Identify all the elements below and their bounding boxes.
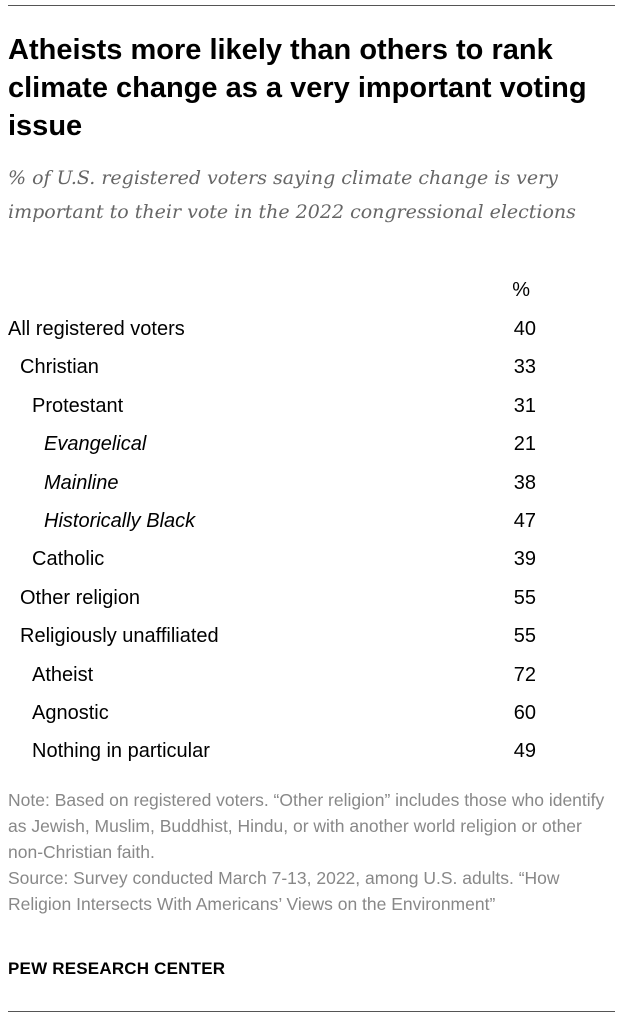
- row-label: Historically Black: [44, 510, 196, 532]
- row-label: Catholic: [32, 548, 105, 571]
- row-value: 55: [513, 586, 536, 609]
- row-value: 60: [513, 702, 536, 724]
- row-label: Religiously unaffiliated: [20, 625, 219, 648]
- row-value: 40: [513, 318, 536, 340]
- table-row: Historically Black 47: [0, 509, 620, 541]
- notes: Note: Based on registered voters. “Other…: [8, 787, 615, 917]
- row-label: Protestant: [32, 394, 124, 417]
- row-label: Christian: [20, 356, 99, 379]
- row-value: 39: [513, 548, 536, 571]
- table-row: Agnostic 60: [0, 701, 620, 733]
- table-row: Mainline 38: [0, 471, 620, 503]
- row-value: 47: [513, 510, 536, 532]
- column-header-percent: %: [512, 279, 530, 301]
- row-label: Other religion: [20, 586, 141, 609]
- table-row: Religiously unaffiliated 55: [0, 624, 620, 656]
- row-value: 49: [513, 740, 536, 763]
- row-value: 33: [513, 356, 536, 379]
- brand-logo-text: PEW RESEARCH CENTER: [8, 959, 226, 978]
- row-label: Evangelical: [44, 433, 147, 456]
- note-text: Note: Based on registered voters. “Other…: [8, 790, 605, 862]
- row-value: 31: [513, 394, 536, 417]
- row-value: 21: [513, 433, 536, 456]
- row-label: Agnostic: [32, 702, 109, 724]
- row-value: 38: [513, 471, 536, 494]
- row-label: Atheist: [32, 663, 94, 686]
- table-row: Evangelical 21: [0, 432, 620, 464]
- table-row: Other religion 55: [0, 586, 620, 618]
- top-rule: [8, 5, 615, 6]
- row-value: 55: [513, 625, 536, 648]
- table-row: All registered voters 40: [0, 317, 620, 349]
- row-label: Nothing in particular: [32, 740, 210, 763]
- chart-title: Atheists more likely than others to rank…: [8, 34, 587, 142]
- table-row: Catholic 39: [0, 547, 620, 579]
- row-label: All registered voters: [8, 318, 185, 340]
- row-value: 72: [513, 663, 536, 686]
- bottom-rule: [8, 1011, 615, 1012]
- row-label: Mainline: [44, 471, 119, 494]
- source-text: Source: Survey conducted March 7-13, 202…: [8, 868, 560, 914]
- table-row: Nothing in particular 49: [0, 739, 620, 771]
- table-row: Atheist 72: [0, 663, 620, 695]
- table-row: Christian 33: [0, 355, 620, 387]
- chart-subtitle: % of U.S. registered voters saying clima…: [8, 167, 576, 223]
- table-row: Protestant 31: [0, 394, 620, 426]
